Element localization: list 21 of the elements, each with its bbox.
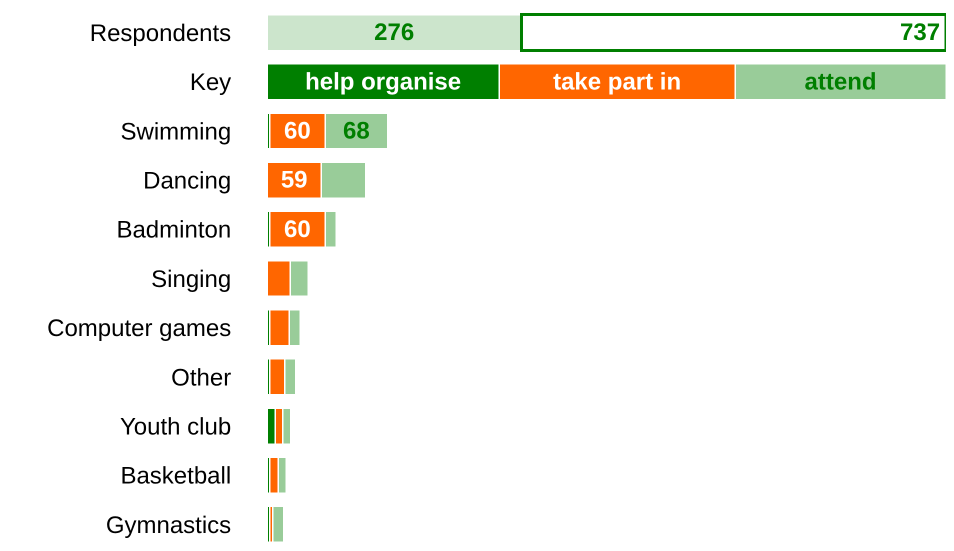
bar	[272, 506, 284, 544]
data-label: 68	[343, 117, 370, 144]
y-tick-label: Singing	[151, 266, 232, 293]
data-label: 276	[374, 19, 414, 46]
data-label: help organise	[305, 68, 462, 96]
y-tick-label: Other	[171, 364, 232, 392]
data-label: 59	[280, 166, 308, 194]
y-tick-label: Respondents	[90, 20, 232, 47]
y-tick-label: Swimming	[120, 118, 232, 146]
y-tick-label: Youth club	[120, 413, 232, 440]
y-tick-label: Key	[190, 69, 232, 96]
y-tick-label: Gymnastics	[106, 512, 232, 539]
y-tick-label: Badminton	[116, 216, 232, 244]
data-label: 60	[284, 117, 311, 144]
y-tick-label: Computer games	[47, 315, 232, 342]
data-label: take part in	[553, 68, 682, 96]
data-label: 60	[284, 216, 311, 243]
y-tick-label: Dancing	[143, 168, 232, 195]
data-label: attend	[804, 68, 877, 96]
total-label: 737	[900, 19, 940, 46]
y-tick-label: Basketball	[120, 462, 232, 490]
